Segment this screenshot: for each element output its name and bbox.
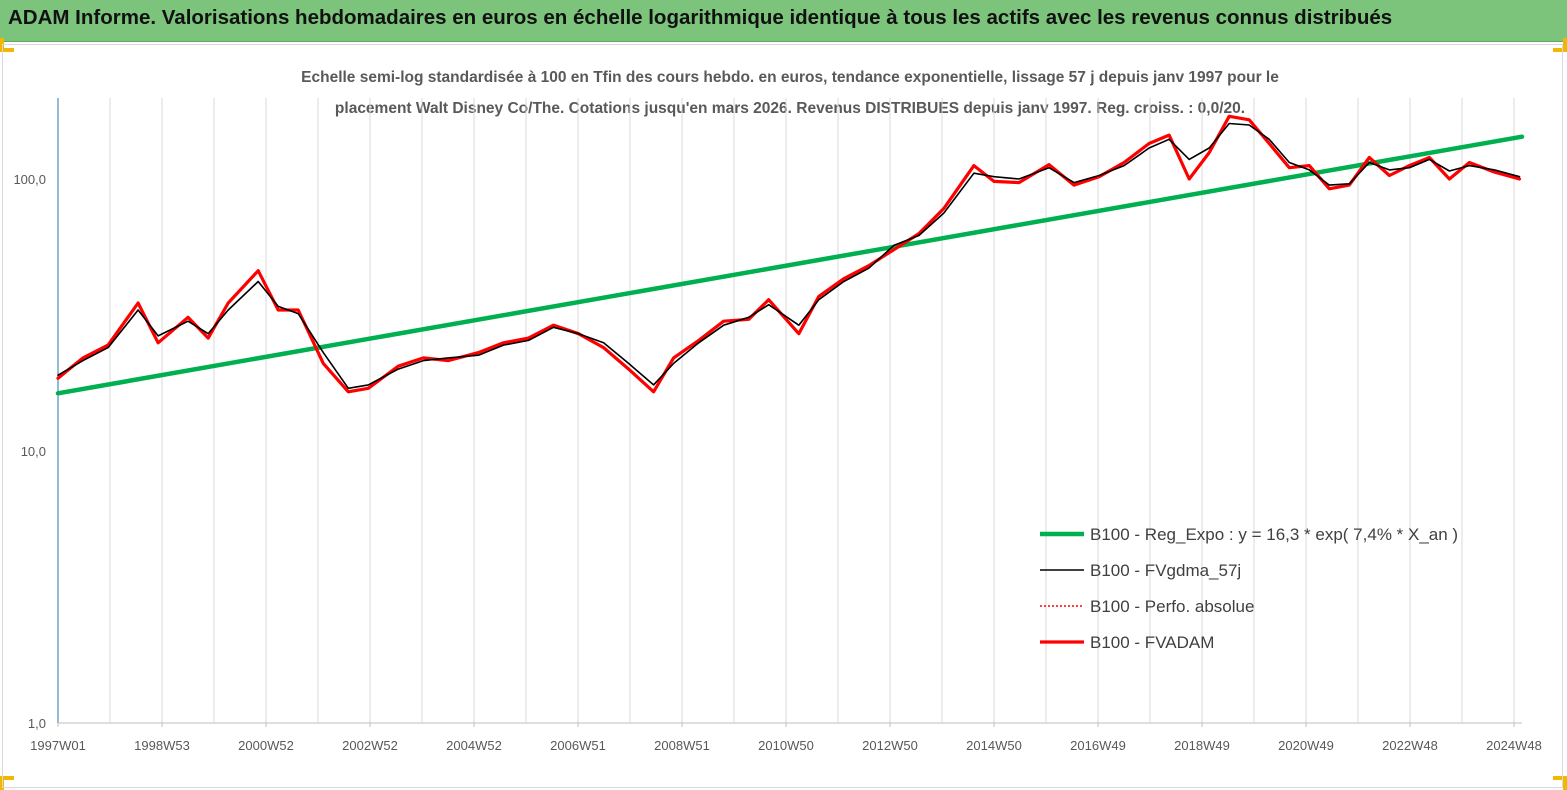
legend-label: B100 - FVADAM <box>1090 633 1214 652</box>
series-line-dotted-red <box>57 115 1521 393</box>
y-tick-label: 10,0 <box>21 444 46 459</box>
series-layer <box>55 114 1525 396</box>
legend: B100 - Reg_Expo : y = 16,3 * exp( 7,4% *… <box>1040 525 1458 652</box>
x-tick-label: 2022W48 <box>1382 738 1438 753</box>
title-banner: ADAM Informe. Valorisations hebdomadaire… <box>0 0 1567 42</box>
x-tick-label: 2006W51 <box>550 738 606 753</box>
banner-title: ADAM Informe. Valorisations hebdomadaire… <box>8 6 1393 29</box>
corner-marker-top-right <box>1553 38 1567 52</box>
y-tick-label: 1,0 <box>28 716 46 731</box>
x-tick-label: 2004W52 <box>446 738 502 753</box>
x-tick-label: 2010W50 <box>758 738 814 753</box>
series-line-thick-green <box>55 134 1525 396</box>
corner-marker-bottom-right <box>1553 776 1567 790</box>
x-tick-label: 2016W49 <box>1070 738 1126 753</box>
chart-subtitle-line-1: Echelle semi-log standardisée à 100 en T… <box>301 69 1279 86</box>
series-line-thin-black <box>57 122 1521 390</box>
legend-label: B100 - Perfo. absolue <box>1090 597 1254 616</box>
x-tick-label: 2020W49 <box>1278 738 1334 753</box>
x-tick-label: 1998W53 <box>134 738 190 753</box>
grid-layer <box>57 98 1515 723</box>
x-tick-label: 2012W50 <box>862 738 918 753</box>
axis-layer: 1,0 10,0 100,0 1997W01 1998W53 2000W52 2002W52… <box>13 98 1542 753</box>
legend-label: B100 - Reg_Expo : y = 16,3 * exp( 7,4% *… <box>1090 525 1458 544</box>
legend-label: B100 - FVgdma_57j <box>1090 561 1241 580</box>
y-tick-label: 100,0 <box>13 172 46 187</box>
chart-frame <box>2 44 1563 788</box>
x-tick-label: 2024W48 <box>1486 738 1542 753</box>
x-tick-label: 2002W52 <box>342 738 398 753</box>
x-tick-label: 2008W51 <box>654 738 710 753</box>
x-tick-label: 2018W49 <box>1174 738 1230 753</box>
x-tick-label: 2014W50 <box>966 738 1022 753</box>
x-tick-label: 1997W01 <box>30 738 86 753</box>
x-tick-label: 2000W52 <box>238 738 294 753</box>
series-line-thick-red <box>56 114 1522 394</box>
chart-subtitle-line-2: placement Walt Disney Co/The. Cotations … <box>334 100 1246 117</box>
